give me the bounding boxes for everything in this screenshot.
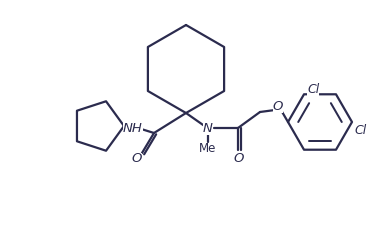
Text: N: N: [203, 122, 213, 134]
Text: Me: Me: [199, 142, 217, 155]
Text: NH: NH: [123, 122, 143, 134]
Text: O: O: [273, 99, 283, 112]
Text: O: O: [234, 152, 244, 164]
Text: Cl: Cl: [307, 83, 319, 96]
Text: O: O: [132, 153, 142, 166]
Text: Cl: Cl: [354, 123, 366, 136]
